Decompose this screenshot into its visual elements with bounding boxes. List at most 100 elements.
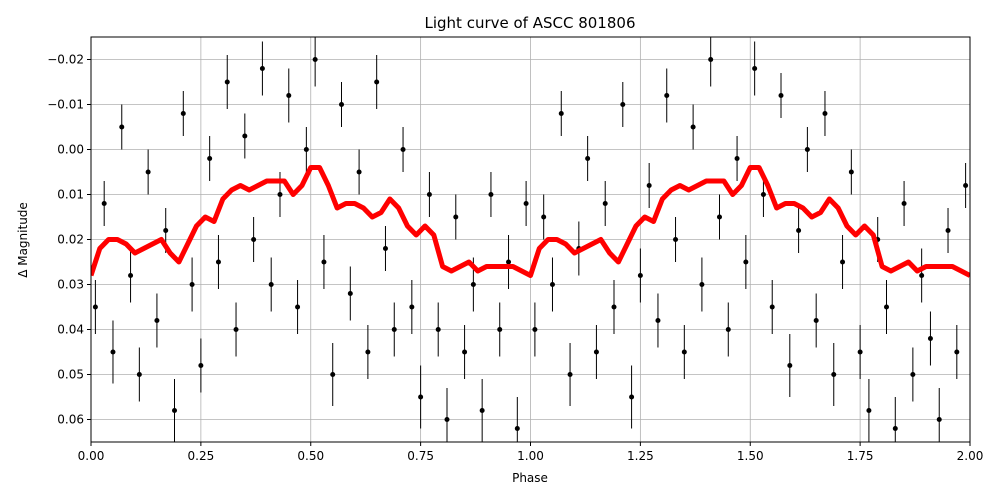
data-point — [409, 304, 415, 310]
y-tick-label: −0.01 — [47, 98, 84, 112]
x-tick-label: 1.75 — [847, 449, 874, 463]
data-point — [760, 192, 766, 197]
x-tick-label: 1.25 — [627, 449, 654, 463]
data-point — [637, 273, 643, 278]
x-tick-label: 0.75 — [407, 449, 434, 463]
data-point — [479, 408, 485, 413]
data-point — [532, 327, 538, 332]
data-point — [593, 349, 599, 355]
data-point — [163, 228, 169, 233]
data-point — [418, 394, 424, 400]
data-point — [268, 282, 274, 287]
data-point — [611, 304, 617, 310]
data-point — [497, 327, 503, 332]
data-point — [822, 111, 828, 116]
x-axis-label: Phase — [512, 471, 548, 485]
y-tick-label: 0.05 — [57, 368, 84, 382]
data-point — [356, 169, 362, 175]
data-point — [119, 124, 125, 130]
data-point — [259, 66, 265, 71]
data-point — [725, 327, 731, 332]
data-point — [840, 259, 846, 265]
data-point — [426, 192, 432, 197]
x-tick-label: 0.50 — [297, 449, 324, 463]
data-point — [866, 408, 872, 413]
data-point — [558, 111, 564, 116]
data-point — [400, 147, 406, 152]
data-point — [391, 327, 397, 332]
data-point — [172, 408, 178, 413]
data-point — [602, 201, 608, 206]
data-point — [919, 273, 925, 278]
data-point — [435, 327, 441, 332]
data-point — [514, 426, 520, 431]
data-point — [699, 282, 705, 287]
data-point — [901, 201, 907, 206]
data-point — [233, 327, 239, 332]
data-point — [664, 93, 670, 98]
data-point — [321, 259, 327, 265]
data-point — [453, 214, 459, 220]
y-tick-label: 0.04 — [57, 323, 84, 337]
data-point — [945, 228, 951, 233]
data-point — [857, 349, 863, 355]
x-tick-label: 1.00 — [517, 449, 544, 463]
data-point — [286, 93, 292, 98]
data-point — [242, 133, 248, 139]
data-point — [655, 318, 661, 323]
y-tick-label: 0.03 — [57, 278, 84, 292]
data-point — [189, 282, 195, 287]
data-point — [251, 237, 257, 242]
data-point — [778, 93, 784, 98]
data-point — [585, 156, 591, 161]
plot-area — [91, 37, 970, 442]
data-point — [787, 363, 793, 368]
data-point — [883, 304, 889, 310]
data-point — [796, 228, 802, 233]
data-point — [382, 246, 388, 251]
x-tick-label: 1.50 — [737, 449, 764, 463]
data-point — [734, 156, 740, 161]
data-point — [927, 336, 933, 341]
data-point — [303, 147, 309, 152]
y-tick-label: −0.02 — [47, 53, 84, 67]
x-tick-label: 0.00 — [78, 449, 105, 463]
data-point — [347, 291, 353, 296]
data-point — [752, 66, 758, 71]
data-point — [708, 57, 714, 62]
data-point — [629, 394, 635, 400]
data-point — [462, 349, 468, 355]
data-point — [295, 304, 301, 310]
data-point — [488, 192, 494, 197]
data-point — [910, 372, 916, 377]
data-point — [673, 237, 679, 242]
data-point — [936, 417, 942, 422]
data-point — [180, 111, 186, 116]
x-tick-label: 2.00 — [957, 449, 984, 463]
data-point — [831, 372, 837, 377]
x-tick-label: 0.25 — [188, 449, 215, 463]
data-point — [207, 156, 213, 161]
data-point — [198, 363, 204, 368]
data-point — [690, 124, 696, 130]
data-point — [848, 169, 854, 175]
data-point — [541, 214, 547, 220]
y-tick-label: 0.06 — [57, 413, 84, 427]
data-point — [330, 372, 336, 377]
data-point — [769, 304, 775, 310]
y-tick-label: 0.02 — [57, 233, 84, 247]
y-axis-label: Δ Magnitude — [16, 202, 30, 278]
data-point — [339, 102, 345, 107]
data-point — [620, 102, 626, 107]
plot-frame — [90, 36, 971, 443]
data-point — [365, 349, 371, 355]
y-tick-label: 0.01 — [57, 188, 84, 202]
trend-line — [91, 165, 970, 278]
data-point — [215, 259, 221, 265]
data-point — [444, 417, 450, 422]
data-point — [523, 201, 529, 206]
data-point — [506, 259, 512, 265]
data-point — [154, 318, 160, 323]
